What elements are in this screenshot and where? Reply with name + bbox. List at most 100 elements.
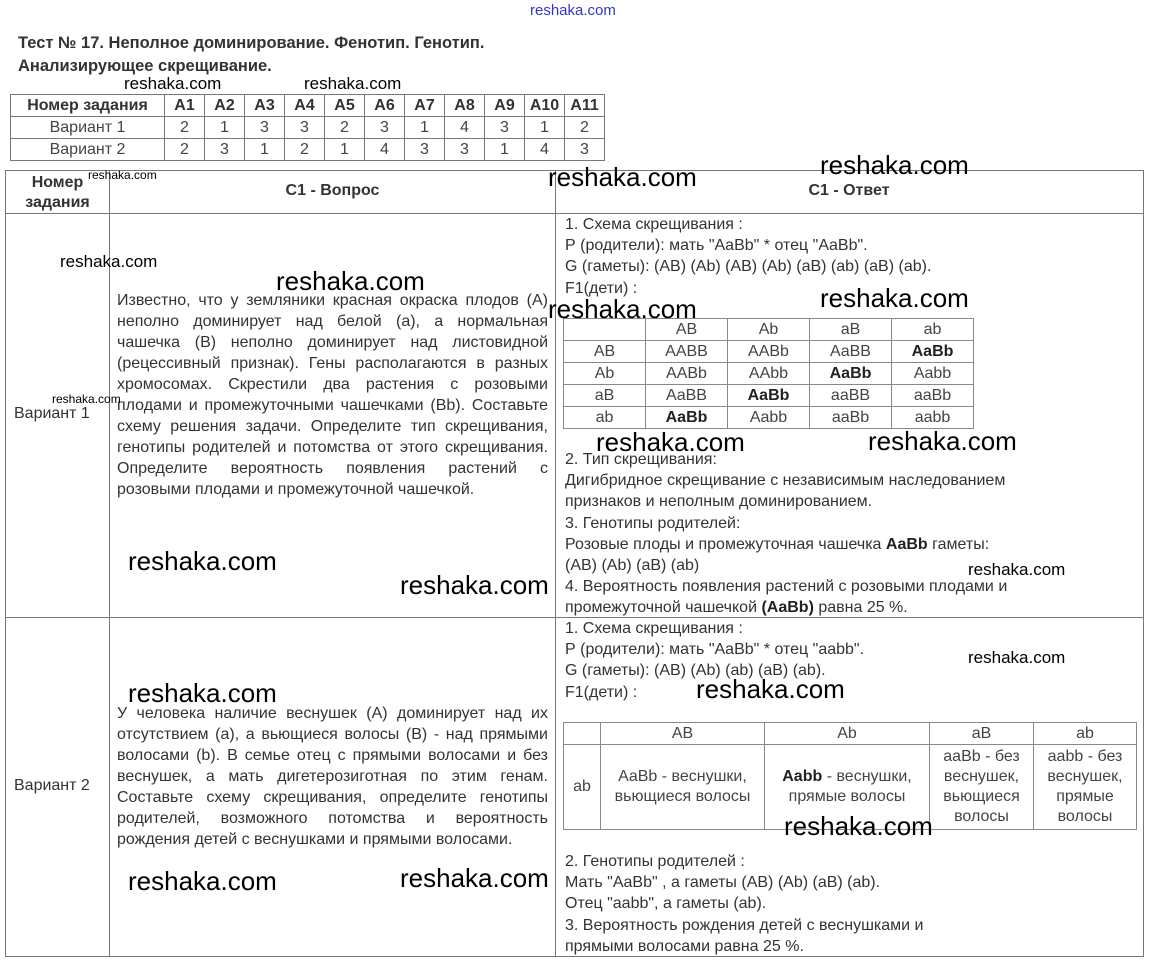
table-cell: AB [600,722,765,745]
answer-variant1: 1. Схема скрещивания : Р (родители): мать… [565,214,1140,299]
answer-line: Р (родители): мать "AaBb" * отец "aabb". [565,641,865,659]
table-cell: 1 [244,138,285,161]
answer-line: 1. Схема скрещивания : [565,216,743,233]
answer-line: промежуточной чашечкой (AaBb) равна 25 %… [565,599,908,617]
page-title: Тест № 17. Неполное доминирование. Фенот… [18,34,485,52]
answer-line: 4. Вероятность появления растений с розо… [565,578,1008,596]
watermark: reshaka.com [60,252,158,271]
table-cell: AaBb [727,384,810,407]
table-row: aB AaBB AaBb aaBB aaBb [563,384,974,407]
table-cell: Ab [563,362,646,385]
table-cell: ab [563,744,601,830]
table-cell: aabb - без веснушек, прямые волосы [1033,744,1137,830]
table-cell: 1 [484,138,525,161]
top-watermark[interactable]: reshaka.com [530,2,616,19]
table-cell: ab [563,406,646,429]
answer-line: прямыми волосами равна 25 %. [565,937,804,955]
question-text: У человека наличие веснушек (А) доминиру… [117,705,548,848]
table-cell: Вариант 1 [10,116,165,139]
table-cell: 2 [164,116,205,139]
answer-line: 1. Схема скрещивания : [565,620,743,637]
watermark: reshaka.com [784,811,933,841]
divider [109,170,110,956]
watermark: reshaka.com [128,546,277,576]
watermark: reshaka.com [276,266,425,296]
watermark: reshaka.com [304,74,402,93]
table-cell: A8 [444,94,485,117]
table-cell: Ab [764,722,930,745]
table-cell: ab [1033,722,1137,745]
table-cell: Номер задания [10,94,165,117]
table-cell: AaBb - веснушки, вьющиеся волосы [600,744,765,830]
col1-header: Номер [31,174,84,191]
watermark: reshaka.com [548,294,697,324]
watermark: reshaka.com [88,168,157,182]
table-cell: 2 [164,138,205,161]
table-cell: A6 [364,94,405,117]
table-row: ab AaBb Aabb aaBb aabb [563,406,974,429]
table-cell: aaBb [809,406,892,429]
table-cell: A10 [524,94,565,117]
table-cell: 4 [524,138,565,161]
answer-line: 3. Вероятность рождения детей с веснушка… [565,916,924,934]
table-cell: AaBb [809,362,892,385]
table-row: AB Ab aB ab [563,722,1137,745]
punnett-table: AB Ab aB ab AB AABB AABb AaBB AaBb Ab AABb AAbb AaBb… [563,318,974,429]
variant-label: Вариант 2 [14,777,90,794]
table-cell: aB [563,384,646,407]
answer-line: Дигибридное скрещивание с независимым на… [565,472,1006,490]
page-subtitle: Анализирующее скрещивание. [18,57,272,75]
table-cell: A2 [204,94,245,117]
punnett-table: AB Ab aB ab ab AaBb - веснушки, вьющиеся воло… [563,722,1137,830]
answer-line: Розовые плоды и промежуточная чашечка Aa… [565,535,990,553]
table-cell: Aabb [891,362,974,385]
table-row: Номер задания A1 A2 A3 A4 A5 A6 A7 A8 A9 A10 A11 [10,94,605,117]
table-cell: AaBB [809,340,892,363]
answer-line: Отец "aabb", а гаметы (ab). [565,895,767,913]
col3-header: C1 - Ответ [808,182,890,199]
answer-line: G (гаметы): (AB) (Ab) (AB) (Ab) (aB) (ab… [565,258,932,276]
table-cell: aaBb [891,384,974,407]
table-cell: 4 [444,116,485,139]
table-cell: 3 [404,138,445,161]
watermark: reshaka.com [820,283,969,313]
table-cell: AaBb [891,340,974,363]
table-cell: A9 [484,94,525,117]
table-cell: 2 [564,116,605,139]
table-cell: A1 [164,94,205,117]
answer-line: (AB) (Ab) (aB) (ab) [565,557,700,575]
watermark: reshaka.com [968,648,1066,667]
watermark: reshaka.com [128,678,277,708]
table-cell: ab [891,318,974,341]
answers-table: Номер задания A1 A2 A3 A4 A5 A6 A7 A8 A9 A10 A11 Вар… [10,94,605,161]
answer-variant1-rest: 2. Тип скрещивания: Дигибридное скрещива… [565,449,1140,619]
watermark: reshaka.com [548,162,697,192]
table-cell: AaBB [645,384,728,407]
watermark: reshaka.com [400,570,549,600]
answer-line: F1(дети) : [565,279,638,297]
table-cell: 3 [364,116,405,139]
divider [5,213,1143,214]
divider [555,170,556,956]
table-cell: 2 [324,116,365,139]
question-text: Известно, что у земляники красная окраск… [117,292,548,498]
table-cell: AaBb [645,406,728,429]
table-cell: Aabb - веснушки, прямые волосы [764,744,930,830]
table-cell: AABb [727,340,810,363]
answer-line: признаков и неполным доминированием. [565,493,873,511]
variant-label: Вариант 1 [14,405,90,422]
divider [5,617,1143,618]
table-cell: aB [809,318,892,341]
watermark: reshaka.com [820,150,969,180]
watermark: reshaka.com [868,426,1017,456]
table-cell: Ab [727,318,810,341]
table-cell: 4 [364,138,405,161]
table-cell: Вариант 2 [10,138,165,161]
watermark: reshaka.com [696,674,845,704]
table-cell: 3 [564,138,605,161]
watermark: reshaka.com [124,74,222,93]
table-cell: A11 [564,94,605,117]
table-cell: 3 [284,116,325,139]
watermark: reshaka.com [968,560,1066,579]
